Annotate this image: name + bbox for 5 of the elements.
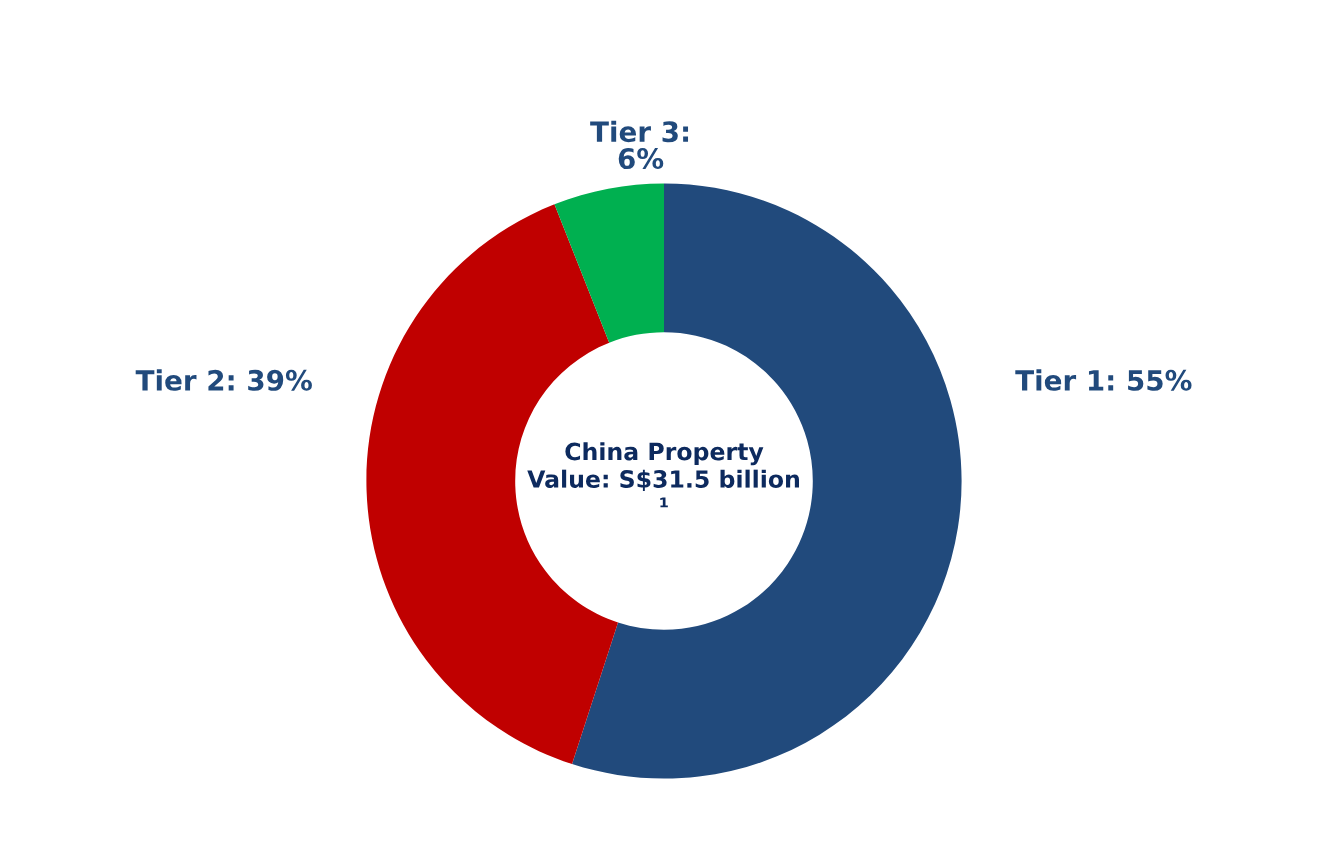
slice-label: Tier 2: 39%: [135, 369, 312, 391]
slice-label: Tier 3: 6%: [590, 120, 689, 170]
slice-label: Tier 1: 55%: [1015, 369, 1192, 391]
text: China Property Value: S$31.5 billion ¹: [527, 442, 800, 508]
donut-slice: [554, 183, 664, 343]
